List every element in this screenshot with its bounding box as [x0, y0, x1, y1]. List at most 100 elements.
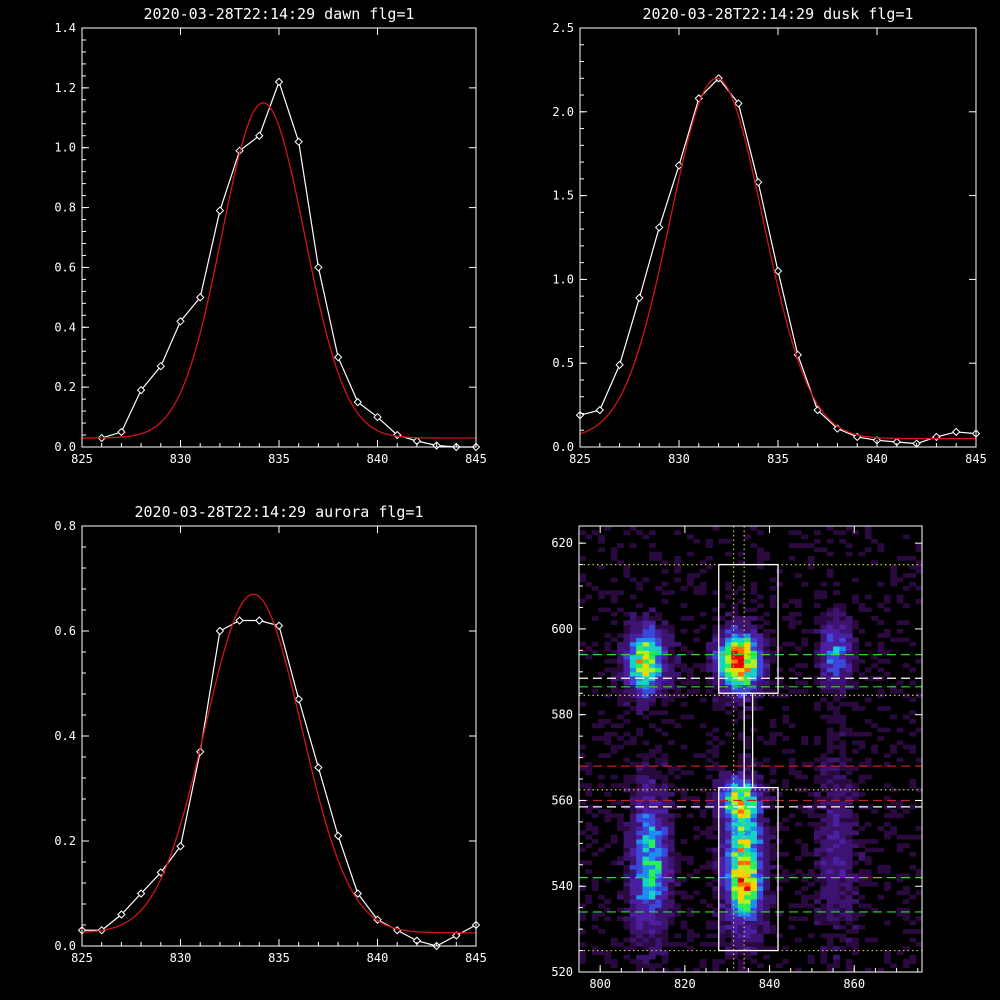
heatmap-cell	[655, 800, 662, 806]
heatmap-cell	[680, 628, 688, 634]
heatmap-cell	[769, 766, 777, 771]
heatmap-cell	[623, 719, 631, 724]
heatmap-cell	[788, 667, 796, 673]
heatmap-cell	[744, 740, 751, 746]
heatmap-cell	[661, 899, 669, 904]
data-point	[294, 137, 303, 146]
heatmap-cell	[845, 620, 853, 625]
heatmap-cell	[598, 671, 605, 677]
heatmap-cell	[623, 731, 631, 737]
heatmap-cell	[763, 924, 770, 930]
heatmap-cell	[731, 603, 739, 608]
heatmap-cell	[915, 869, 923, 874]
heatmap-cell	[807, 933, 815, 939]
heatmap-cell	[820, 628, 828, 634]
heatmap-cell	[661, 719, 669, 724]
heatmap-cell	[864, 774, 872, 780]
heatmap-cell	[839, 676, 847, 681]
heatmap-cell	[864, 856, 872, 861]
heatmap-cell	[852, 637, 859, 643]
heatmap-cell	[737, 903, 745, 909]
heatmap-cell	[807, 628, 815, 634]
heatmap-cell	[826, 671, 834, 677]
heatmap-cell	[750, 783, 758, 788]
heatmap-cell	[661, 800, 669, 806]
heatmap-cell	[896, 843, 904, 848]
heatmap-cell	[775, 912, 783, 917]
y-tick-label: 0.0	[54, 440, 76, 454]
heatmap-cell	[896, 594, 904, 600]
heatmap-cell	[579, 753, 586, 758]
heatmap-cell	[820, 637, 828, 643]
heatmap-cell	[807, 869, 815, 874]
heatmap-cell	[909, 959, 917, 964]
heatmap-cell	[579, 598, 586, 604]
heatmap-cell	[731, 916, 739, 921]
heatmap-cell	[845, 624, 853, 630]
heatmap-cell	[623, 697, 631, 703]
heatmap-cell	[629, 924, 637, 930]
heatmap-cell	[909, 710, 917, 716]
heatmap-cell	[610, 551, 618, 557]
heatmap-cell	[814, 894, 821, 900]
heatmap-cell	[629, 860, 637, 866]
heatmap-cell	[636, 624, 643, 630]
heatmap-cell	[725, 663, 732, 668]
heatmap-cell	[585, 894, 593, 900]
heatmap-cell	[839, 903, 847, 909]
heatmap-cell	[636, 697, 643, 703]
heatmap-cell	[845, 821, 853, 827]
heatmap-cell	[769, 830, 777, 836]
heatmap-cell	[629, 830, 637, 836]
heatmap-cell	[807, 556, 815, 561]
heatmap-cell	[655, 684, 662, 690]
heatmap-cell	[718, 933, 726, 939]
heatmap-cell	[725, 933, 732, 939]
heatmap-cell	[737, 830, 745, 836]
x-tick-label: 825	[569, 452, 591, 466]
heatmap-cell	[807, 813, 815, 818]
data-point	[353, 889, 363, 898]
heatmap-cell	[655, 873, 662, 879]
heatmap-cell	[585, 761, 593, 767]
heatmap-cell	[788, 616, 796, 621]
heatmap-cell	[909, 851, 917, 857]
heatmap-cell	[667, 920, 675, 926]
heatmap-cell	[579, 744, 586, 750]
heatmap-cell	[833, 894, 840, 900]
heatmap-cell	[737, 839, 745, 844]
heatmap-cell	[826, 611, 834, 617]
heatmap-cell	[769, 903, 777, 909]
heatmap-cell	[864, 719, 872, 724]
heatmap-cell	[763, 787, 770, 793]
heatmap-cell	[667, 916, 675, 921]
heatmap-cell	[845, 877, 853, 883]
data-point	[176, 317, 185, 326]
heatmap-cell	[820, 834, 828, 840]
heatmap-cell	[667, 817, 675, 823]
heatmap-cell	[699, 581, 707, 587]
heatmap-cell	[725, 813, 732, 818]
heatmap-cell	[801, 761, 809, 767]
heatmap-cell	[642, 916, 650, 921]
heatmap-cell	[807, 560, 815, 565]
heatmap-cell	[661, 860, 669, 866]
heatmap-cell	[744, 929, 751, 934]
x-tick-label: 830	[170, 452, 192, 466]
plot-frame	[81, 27, 477, 448]
heatmap-cell	[731, 894, 739, 900]
heatmap-cell	[661, 937, 669, 943]
heatmap-cell	[826, 791, 834, 797]
heatmap-cell	[706, 826, 713, 831]
heatmap-cell	[674, 877, 682, 883]
heatmap-cell	[718, 851, 726, 857]
heatmap-cell	[801, 628, 809, 634]
heatmap-cell	[661, 843, 669, 848]
heatmap-cell	[725, 731, 732, 737]
heatmap-cell	[845, 731, 853, 737]
heatmap-cell	[775, 667, 783, 673]
heatmap-cell	[706, 538, 713, 544]
heatmap-cell	[839, 946, 847, 951]
heatmap-cell	[718, 903, 726, 909]
heatmap-cell	[674, 967, 682, 973]
